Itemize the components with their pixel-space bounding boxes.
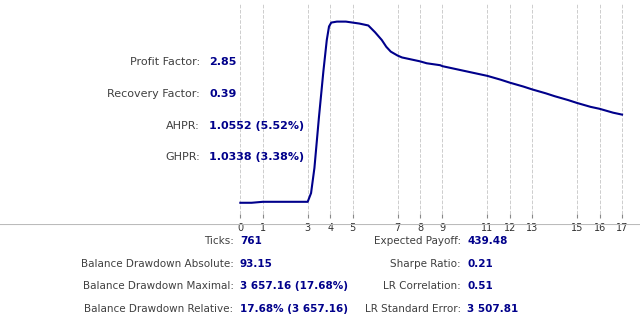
Text: 1.0338 (3.38%): 1.0338 (3.38%) bbox=[209, 152, 304, 162]
Text: GHPR:: GHPR: bbox=[165, 152, 200, 162]
Text: Sharpe Ratio:: Sharpe Ratio: bbox=[390, 259, 461, 269]
Text: Balance Drawdown Absolute:: Balance Drawdown Absolute: bbox=[81, 259, 234, 269]
Text: 3 657.16 (17.68%): 3 657.16 (17.68%) bbox=[240, 281, 348, 292]
Text: Profit Factor:: Profit Factor: bbox=[130, 57, 200, 67]
Text: Ticks:: Ticks: bbox=[204, 236, 234, 246]
Text: 17.68% (3 657.16): 17.68% (3 657.16) bbox=[240, 304, 348, 315]
Text: 3 507.81: 3 507.81 bbox=[467, 304, 518, 315]
Text: 1.0552 (5.52%): 1.0552 (5.52%) bbox=[209, 121, 304, 131]
Text: Balance Drawdown Maximal:: Balance Drawdown Maximal: bbox=[83, 281, 234, 292]
Text: Expected Payoff:: Expected Payoff: bbox=[374, 236, 461, 246]
Text: 2.85: 2.85 bbox=[209, 57, 236, 67]
Text: Balance Drawdown Relative:: Balance Drawdown Relative: bbox=[84, 304, 234, 315]
Text: 0.51: 0.51 bbox=[467, 281, 493, 292]
Text: 439.48: 439.48 bbox=[467, 236, 508, 246]
Text: 0.39: 0.39 bbox=[209, 89, 236, 99]
Text: LR Correlation:: LR Correlation: bbox=[383, 281, 461, 292]
Text: AHPR:: AHPR: bbox=[166, 121, 200, 131]
Text: 761: 761 bbox=[240, 236, 262, 246]
Text: Recovery Factor:: Recovery Factor: bbox=[107, 89, 200, 99]
Text: 0.21: 0.21 bbox=[467, 259, 493, 269]
Text: LR Standard Error:: LR Standard Error: bbox=[365, 304, 461, 315]
Text: Баланс: Баланс bbox=[234, 0, 275, 3]
Text: 93.15: 93.15 bbox=[240, 259, 273, 269]
